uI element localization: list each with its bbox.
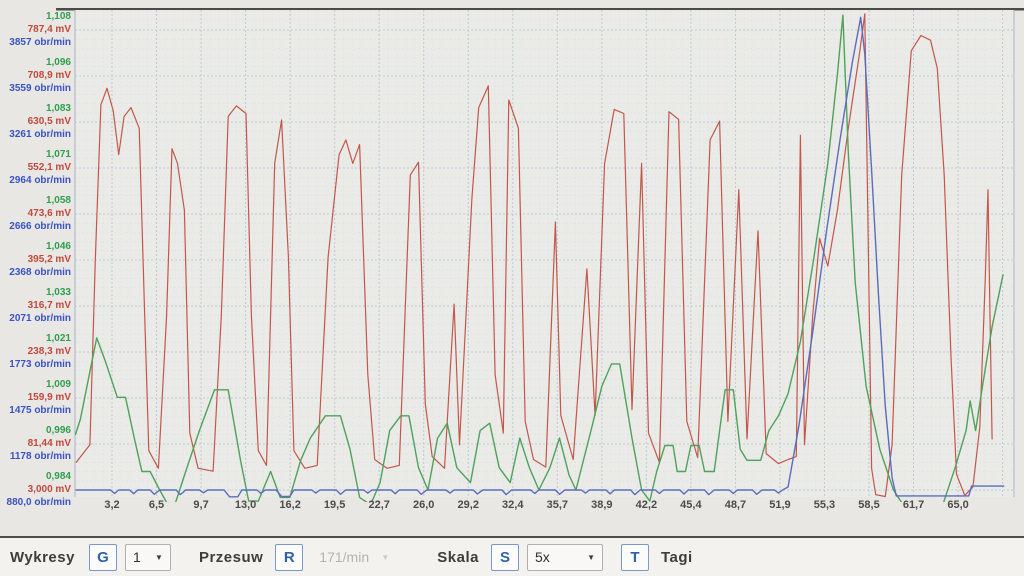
lambda-axis-value: 1,009 — [45, 379, 71, 390]
r-shortcut-button[interactable]: R — [275, 543, 304, 571]
charts-count-dropdown[interactable]: 1 ▼ — [124, 543, 171, 571]
rpm-axis-value: 1773 obr/min — [9, 359, 71, 370]
voltage-axis-value: 473,6 mV — [27, 208, 71, 219]
lambda-axis-value: 1,033 — [45, 287, 71, 298]
y-label-group: 1,058 473,6 mV 2666 obr/min — [0, 194, 71, 233]
rpm-axis-value: 3559 obr/min — [9, 83, 71, 94]
voltage-axis-value: 395,2 mV — [27, 254, 71, 265]
y-axis-labels: 1,108 787,4 mV 3857 obr/min 1,096 708,9 mV 35… — [0, 0, 71, 520]
rpm-axis-value: 880,0 obr/min — [6, 497, 71, 508]
y-label-group: 1,108 787,4 mV 3857 obr/min — [0, 10, 71, 49]
rpm-axis-value: 1178 obr/min — [9, 451, 71, 462]
plot-background — [75, 10, 1014, 497]
lambda-axis-value: 1,071 — [45, 149, 71, 160]
tagi-label: Tagi — [661, 548, 693, 566]
series-rpm-line — [75, 16, 1005, 498]
x-tick-label: 16,2 — [279, 499, 301, 511]
rpm-axis-value: 2368 obr/min — [9, 267, 71, 278]
lambda-axis-value: 0,984 — [45, 471, 71, 482]
y-label-group: 0,996 81,44 mV 1178 obr/min — [0, 424, 71, 463]
series-voltage-line — [75, 13, 993, 498]
chevron-down-icon: ▼ — [155, 552, 163, 562]
rpm-axis-value: 2964 obr/min — [9, 175, 71, 186]
g-shortcut-button[interactable]: G — [88, 543, 117, 571]
chevron-down-icon: ▼ — [381, 552, 390, 562]
y-label-group: 1,046 395,2 mV 2368 obr/min — [0, 240, 71, 279]
voltage-axis-value: 787,4 mV — [27, 24, 71, 35]
y-label-group: 1,083 630,5 mV 3261 obr/min — [0, 102, 71, 141]
lambda-axis-value: 1,096 — [45, 57, 71, 68]
wykresy-label: Wykresy — [10, 548, 75, 566]
x-tick-label: 42,2 — [635, 499, 658, 511]
x-tick-label: 9,7 — [193, 499, 209, 511]
x-tick-label: 35,7 — [546, 499, 569, 511]
bottom-toolbar: Wykresy G 1 ▼ Przesuw R 171/min ▼ Skala … — [0, 536, 1024, 576]
voltage-axis-value: 238,3 mV — [27, 346, 71, 357]
voltage-axis-value: 159,9 mV — [27, 392, 71, 403]
x-tick-label: 55,3 — [813, 499, 836, 511]
rpm-axis-value: 2071 obr/min — [9, 313, 71, 324]
x-tick-label: 51,9 — [769, 499, 791, 511]
chart-panel: 1,108 787,4 mV 3857 obr/min 1,096 708,9 mV 35… — [0, 0, 1024, 536]
lambda-axis-value: 1,046 — [45, 241, 71, 252]
voltage-axis-value: 708,9 mV — [27, 70, 71, 81]
skala-value: 5x — [535, 549, 550, 565]
x-tick-label: 48,7 — [724, 499, 747, 511]
x-tick-label: 22,7 — [368, 499, 390, 511]
lambda-axis-value: 1,058 — [45, 195, 71, 206]
lambda-axis-value: 1,108 — [45, 11, 71, 22]
voltage-axis-value: 3,000 mV — [27, 484, 71, 495]
chevron-down-icon: ▼ — [587, 552, 595, 562]
y-label-group: 1,071 552,1 mV 2964 obr/min — [0, 148, 71, 187]
voltage-axis-value: 552,1 mV — [27, 162, 71, 173]
series-lambda-line — [75, 14, 1004, 502]
minor-grid-lines — [75, 10, 1014, 497]
przesuw-rate-value: 171/min — [319, 549, 370, 565]
x-tick-label: 3,2 — [104, 499, 120, 511]
rpm-axis-value: 3857 obr/min — [9, 37, 71, 48]
x-tick-label: 45,4 — [680, 499, 702, 511]
t-shortcut-button[interactable]: T — [621, 543, 649, 571]
x-tick-label: 29,2 — [457, 499, 479, 511]
lambda-axis-value: 0,996 — [45, 425, 71, 436]
rpm-axis-value: 3261 obr/min — [9, 129, 71, 140]
przesuw-rate-dropdown[interactable]: 171/min ▼ — [311, 544, 397, 571]
x-tick-label: 6,5 — [148, 499, 165, 511]
x-tick-label: 32,4 — [502, 499, 524, 511]
rpm-axis-value: 1475 obr/min — [9, 405, 71, 416]
y-label-group: 1,096 708,9 mV 3559 obr/min — [0, 56, 71, 95]
x-tick-label: 38,9 — [591, 499, 613, 511]
rpm-axis-value: 2666 obr/min — [9, 221, 71, 232]
voltage-axis-value: 630,5 mV — [27, 116, 71, 127]
y-label-group: 1,009 159,9 mV 1475 obr/min — [0, 378, 71, 417]
voltage-axis-value: 81,44 mV — [27, 438, 71, 449]
chart-plot[interactable] — [0, 0, 1024, 536]
x-tick-label: 26,0 — [412, 499, 435, 511]
x-tick-label: 58,5 — [858, 499, 880, 511]
y-label-group: 1,021 238,3 mV 1773 obr/min — [0, 332, 71, 371]
lambda-axis-value: 1,083 — [45, 103, 71, 114]
y-label-group: 0,984 3,000 mV 880,0 obr/min — [0, 470, 71, 509]
charts-count-value: 1 — [132, 549, 141, 565]
s-shortcut-button[interactable]: S — [491, 543, 519, 571]
x-tick-label: 13,0 — [234, 499, 257, 511]
y-label-group: 1,033 316,7 mV 2071 obr/min — [0, 286, 71, 325]
x-tick-label: 65,0 — [947, 499, 969, 511]
skala-dropdown[interactable]: 5x ▼ — [527, 543, 603, 571]
x-axis-labels: 3,2 6,5 9,7 13,0 16,2 19,5 22,7 26,0 29,2 32,4 35,… — [0, 499, 1024, 517]
przesuw-label: Przesuw — [198, 548, 264, 566]
x-tick-label: 61,7 — [902, 499, 925, 511]
skala-label: Skala — [437, 548, 479, 566]
voltage-axis-value: 316,7 mV — [27, 300, 71, 311]
x-tick-label: 19,5 — [323, 499, 346, 511]
lambda-axis-value: 1,021 — [45, 333, 71, 344]
